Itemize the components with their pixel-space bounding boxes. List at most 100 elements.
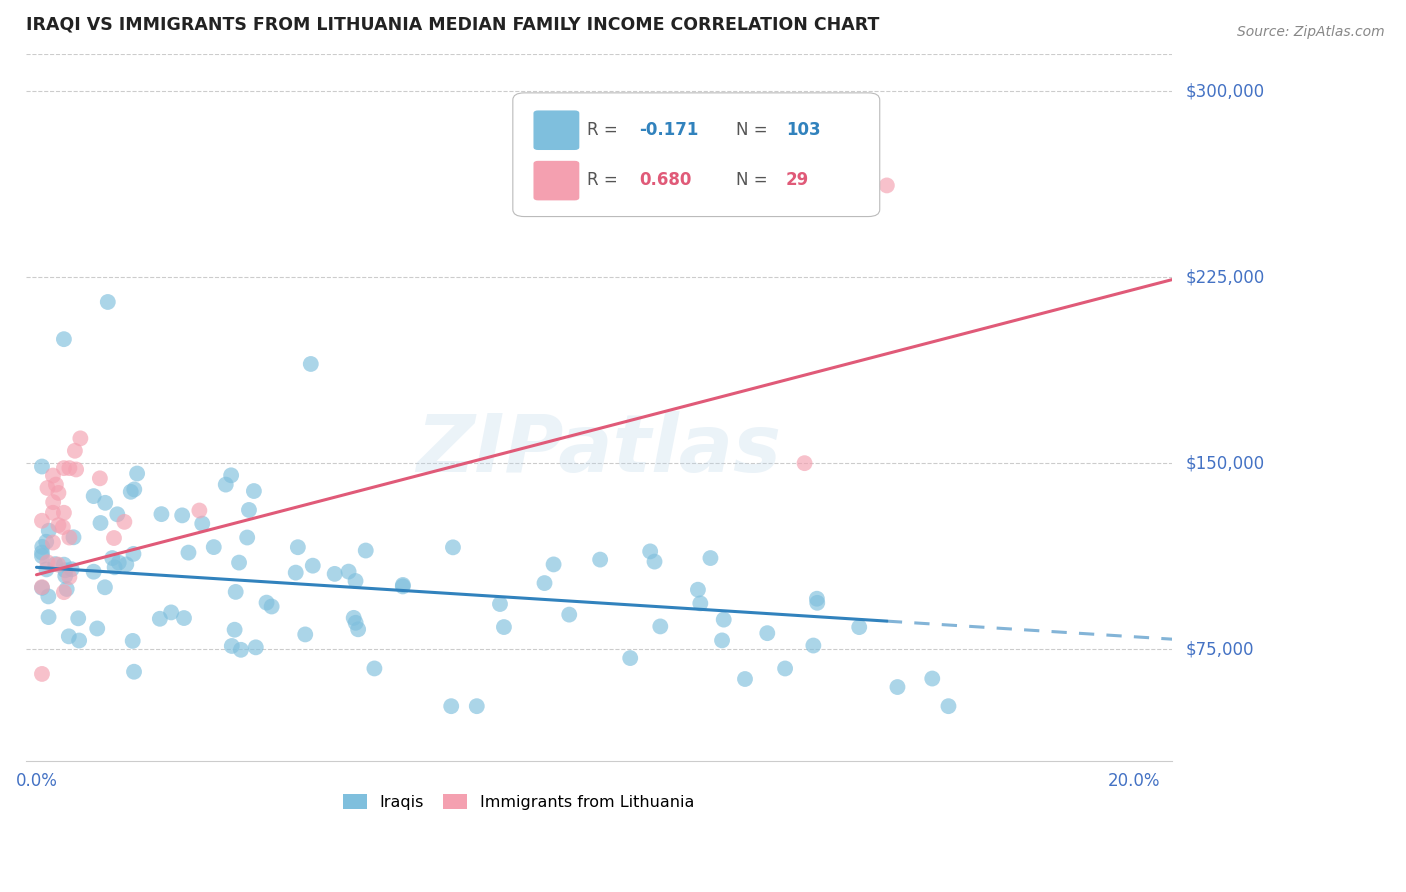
Point <box>52 332 75 346</box>
Point <box>236 531 259 545</box>
Point <box>31 459 53 474</box>
Point <box>711 633 734 648</box>
Point <box>103 531 125 545</box>
Point <box>347 622 370 636</box>
Point <box>806 596 828 610</box>
Point <box>52 585 75 599</box>
Point <box>391 579 413 593</box>
Point <box>97 295 120 310</box>
Point <box>124 483 146 497</box>
Point <box>343 611 366 625</box>
Point <box>160 606 183 620</box>
Point <box>558 607 581 622</box>
Point <box>101 551 124 566</box>
Text: ZIPatlas: ZIPatlas <box>416 411 782 489</box>
Point <box>86 622 108 636</box>
Point <box>31 667 53 681</box>
Point <box>150 507 173 521</box>
Point <box>31 546 53 560</box>
Point <box>363 661 385 675</box>
Point <box>31 580 53 594</box>
Point <box>323 566 346 581</box>
Text: Source: ZipAtlas.com: Source: ZipAtlas.com <box>1237 25 1385 39</box>
Text: R =: R = <box>588 171 623 189</box>
Point <box>650 619 672 633</box>
Point <box>31 540 53 554</box>
Point <box>219 468 242 483</box>
Point <box>224 623 246 637</box>
Point <box>31 581 53 595</box>
Point <box>699 551 721 566</box>
Point <box>440 699 463 714</box>
Point <box>245 640 267 655</box>
Point <box>173 611 195 625</box>
Point <box>543 558 565 572</box>
Point <box>344 615 367 630</box>
Point <box>31 549 53 563</box>
Point <box>42 506 65 520</box>
Point <box>225 585 247 599</box>
Point <box>284 566 307 580</box>
Text: 103: 103 <box>786 120 820 138</box>
FancyBboxPatch shape <box>513 93 880 217</box>
Point <box>38 610 60 624</box>
Point <box>149 612 172 626</box>
Point <box>238 503 260 517</box>
Point <box>58 570 80 584</box>
Point <box>177 546 200 560</box>
Point <box>921 672 943 686</box>
Point <box>256 596 278 610</box>
Point <box>215 477 238 491</box>
Point <box>172 508 194 523</box>
Point <box>38 524 60 538</box>
Point <box>67 611 90 625</box>
Point <box>221 639 243 653</box>
Point <box>773 661 796 675</box>
Point <box>121 634 143 648</box>
Point <box>793 456 815 470</box>
Text: N =: N = <box>737 171 773 189</box>
Point <box>45 477 67 491</box>
Point <box>191 516 214 531</box>
Point <box>392 578 415 592</box>
Point <box>886 680 908 694</box>
Point <box>67 633 90 648</box>
Point <box>53 569 76 583</box>
Point <box>806 591 828 606</box>
Point <box>42 495 65 509</box>
Point <box>107 556 129 570</box>
Point <box>35 534 58 549</box>
Point <box>876 178 898 193</box>
Point <box>619 651 641 665</box>
Point <box>65 462 87 476</box>
Point <box>89 516 111 530</box>
Text: $150,000: $150,000 <box>1185 454 1265 472</box>
Point <box>94 496 117 510</box>
Point <box>53 563 76 577</box>
Text: R =: R = <box>588 120 623 138</box>
Point <box>31 514 53 528</box>
Point <box>37 555 59 569</box>
Point <box>489 597 512 611</box>
Point <box>734 672 756 686</box>
Point <box>53 558 76 572</box>
Text: $75,000: $75,000 <box>1185 640 1254 658</box>
Point <box>105 508 128 522</box>
Point <box>52 506 75 520</box>
Point <box>104 560 127 574</box>
Point <box>83 565 105 579</box>
Point <box>299 357 322 371</box>
Point <box>122 547 145 561</box>
Point <box>69 431 91 445</box>
Point <box>83 489 105 503</box>
Point <box>58 461 80 475</box>
Text: N =: N = <box>737 120 773 138</box>
Point <box>638 544 661 558</box>
Point <box>44 557 66 571</box>
Point <box>441 541 464 555</box>
Point <box>52 520 75 534</box>
Point <box>589 552 612 566</box>
Point <box>63 443 86 458</box>
Point <box>337 565 360 579</box>
Text: $300,000: $300,000 <box>1185 82 1265 100</box>
